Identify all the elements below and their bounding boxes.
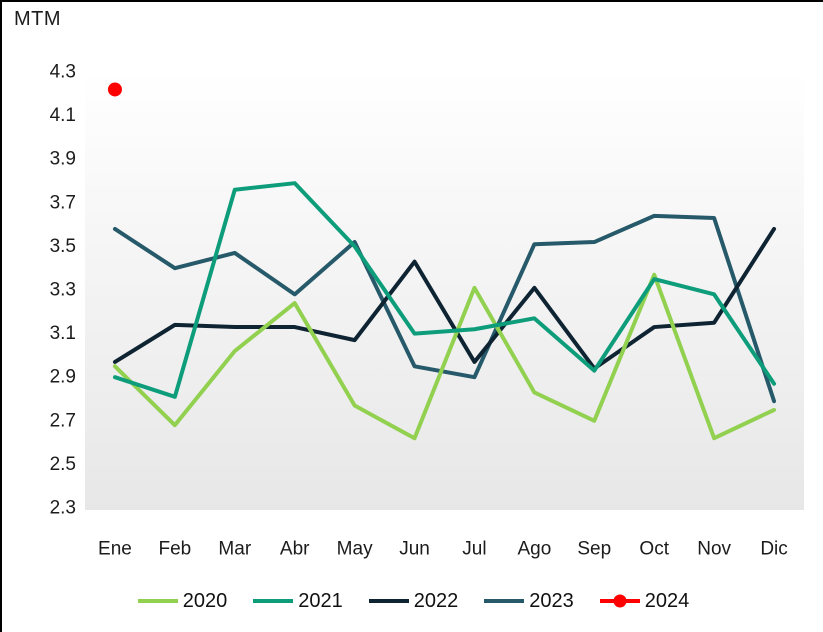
series-point-2024 bbox=[107, 82, 122, 97]
legend-item-2024: 2024 bbox=[598, 589, 690, 613]
legend-item-2023: 2023 bbox=[482, 590, 574, 613]
y-axis-tick-label: 4.1 bbox=[50, 105, 76, 126]
line-chart-plot: 4.3 4.1 3.9 3.7 3.5 3.3 3.1 2.9 2.7 2.5 2.3 Ene Feb M… bbox=[50, 62, 804, 560]
y-axis-tick-label: 3.7 bbox=[50, 192, 76, 213]
x-axis-tick-label: May bbox=[337, 539, 373, 560]
series-line-2022 bbox=[112, 226, 777, 371]
chart-title: MTM bbox=[14, 8, 62, 30]
y-axis-tick-label: 2.9 bbox=[50, 367, 76, 388]
x-axis-tick-label: Mar bbox=[218, 539, 251, 560]
y-axis-tick-label: 3.5 bbox=[50, 236, 76, 257]
legend-label-2022: 2022 bbox=[413, 589, 459, 612]
legend-label-2023: 2023 bbox=[529, 589, 574, 612]
legend-swatch-2021-icon bbox=[253, 599, 294, 603]
y-axis-tick-label: 2.7 bbox=[50, 410, 76, 431]
y-axis-tick-label: 2.3 bbox=[50, 498, 76, 519]
x-axis-tick-label: Feb bbox=[159, 539, 192, 560]
x-axis-tick-label: Sep bbox=[577, 539, 611, 560]
x-axis-tick-label: Jun bbox=[399, 539, 430, 560]
y-axis-tick-label: 2.5 bbox=[50, 454, 76, 475]
x-axis-tick-label: Ene bbox=[98, 539, 132, 560]
legend-swatch-2024-icon bbox=[599, 594, 640, 608]
y-axis-tick-label: 3.9 bbox=[50, 149, 76, 170]
x-axis-tick-label: Jul bbox=[462, 539, 486, 560]
x-axis-tick-label: Nov bbox=[697, 539, 731, 560]
x-axis-tick-label: Oct bbox=[639, 539, 669, 560]
x-axis-tick-label: Ago bbox=[517, 539, 551, 560]
y-axis-tick-label: 3.3 bbox=[50, 280, 76, 301]
legend-item-2022: 2022 bbox=[367, 589, 459, 613]
legend-label-2024: 2024 bbox=[644, 589, 690, 612]
y-axis-tick-label: 3.1 bbox=[50, 323, 76, 344]
legend-item-2020: 2020 bbox=[136, 589, 228, 613]
legend-swatch-2020-icon bbox=[137, 599, 178, 603]
x-axis-tick-label: Dic bbox=[760, 539, 787, 560]
chart-legend: 2020 2021 2022 2023 2024 bbox=[2, 584, 823, 618]
series-line-2023 bbox=[112, 213, 777, 404]
legend-item-2021: 2021 bbox=[251, 590, 343, 613]
x-axis-tick-label: Abr bbox=[280, 539, 310, 560]
series-line-2021 bbox=[112, 181, 777, 399]
series-line-2020 bbox=[112, 272, 777, 441]
y-axis-tick-label: 4.3 bbox=[50, 62, 76, 83]
legend-swatch-2022-icon bbox=[368, 599, 409, 603]
legend-label-2021: 2021 bbox=[298, 589, 343, 612]
legend-label-2020: 2020 bbox=[182, 589, 228, 612]
legend-swatch-2023-icon bbox=[484, 599, 525, 603]
